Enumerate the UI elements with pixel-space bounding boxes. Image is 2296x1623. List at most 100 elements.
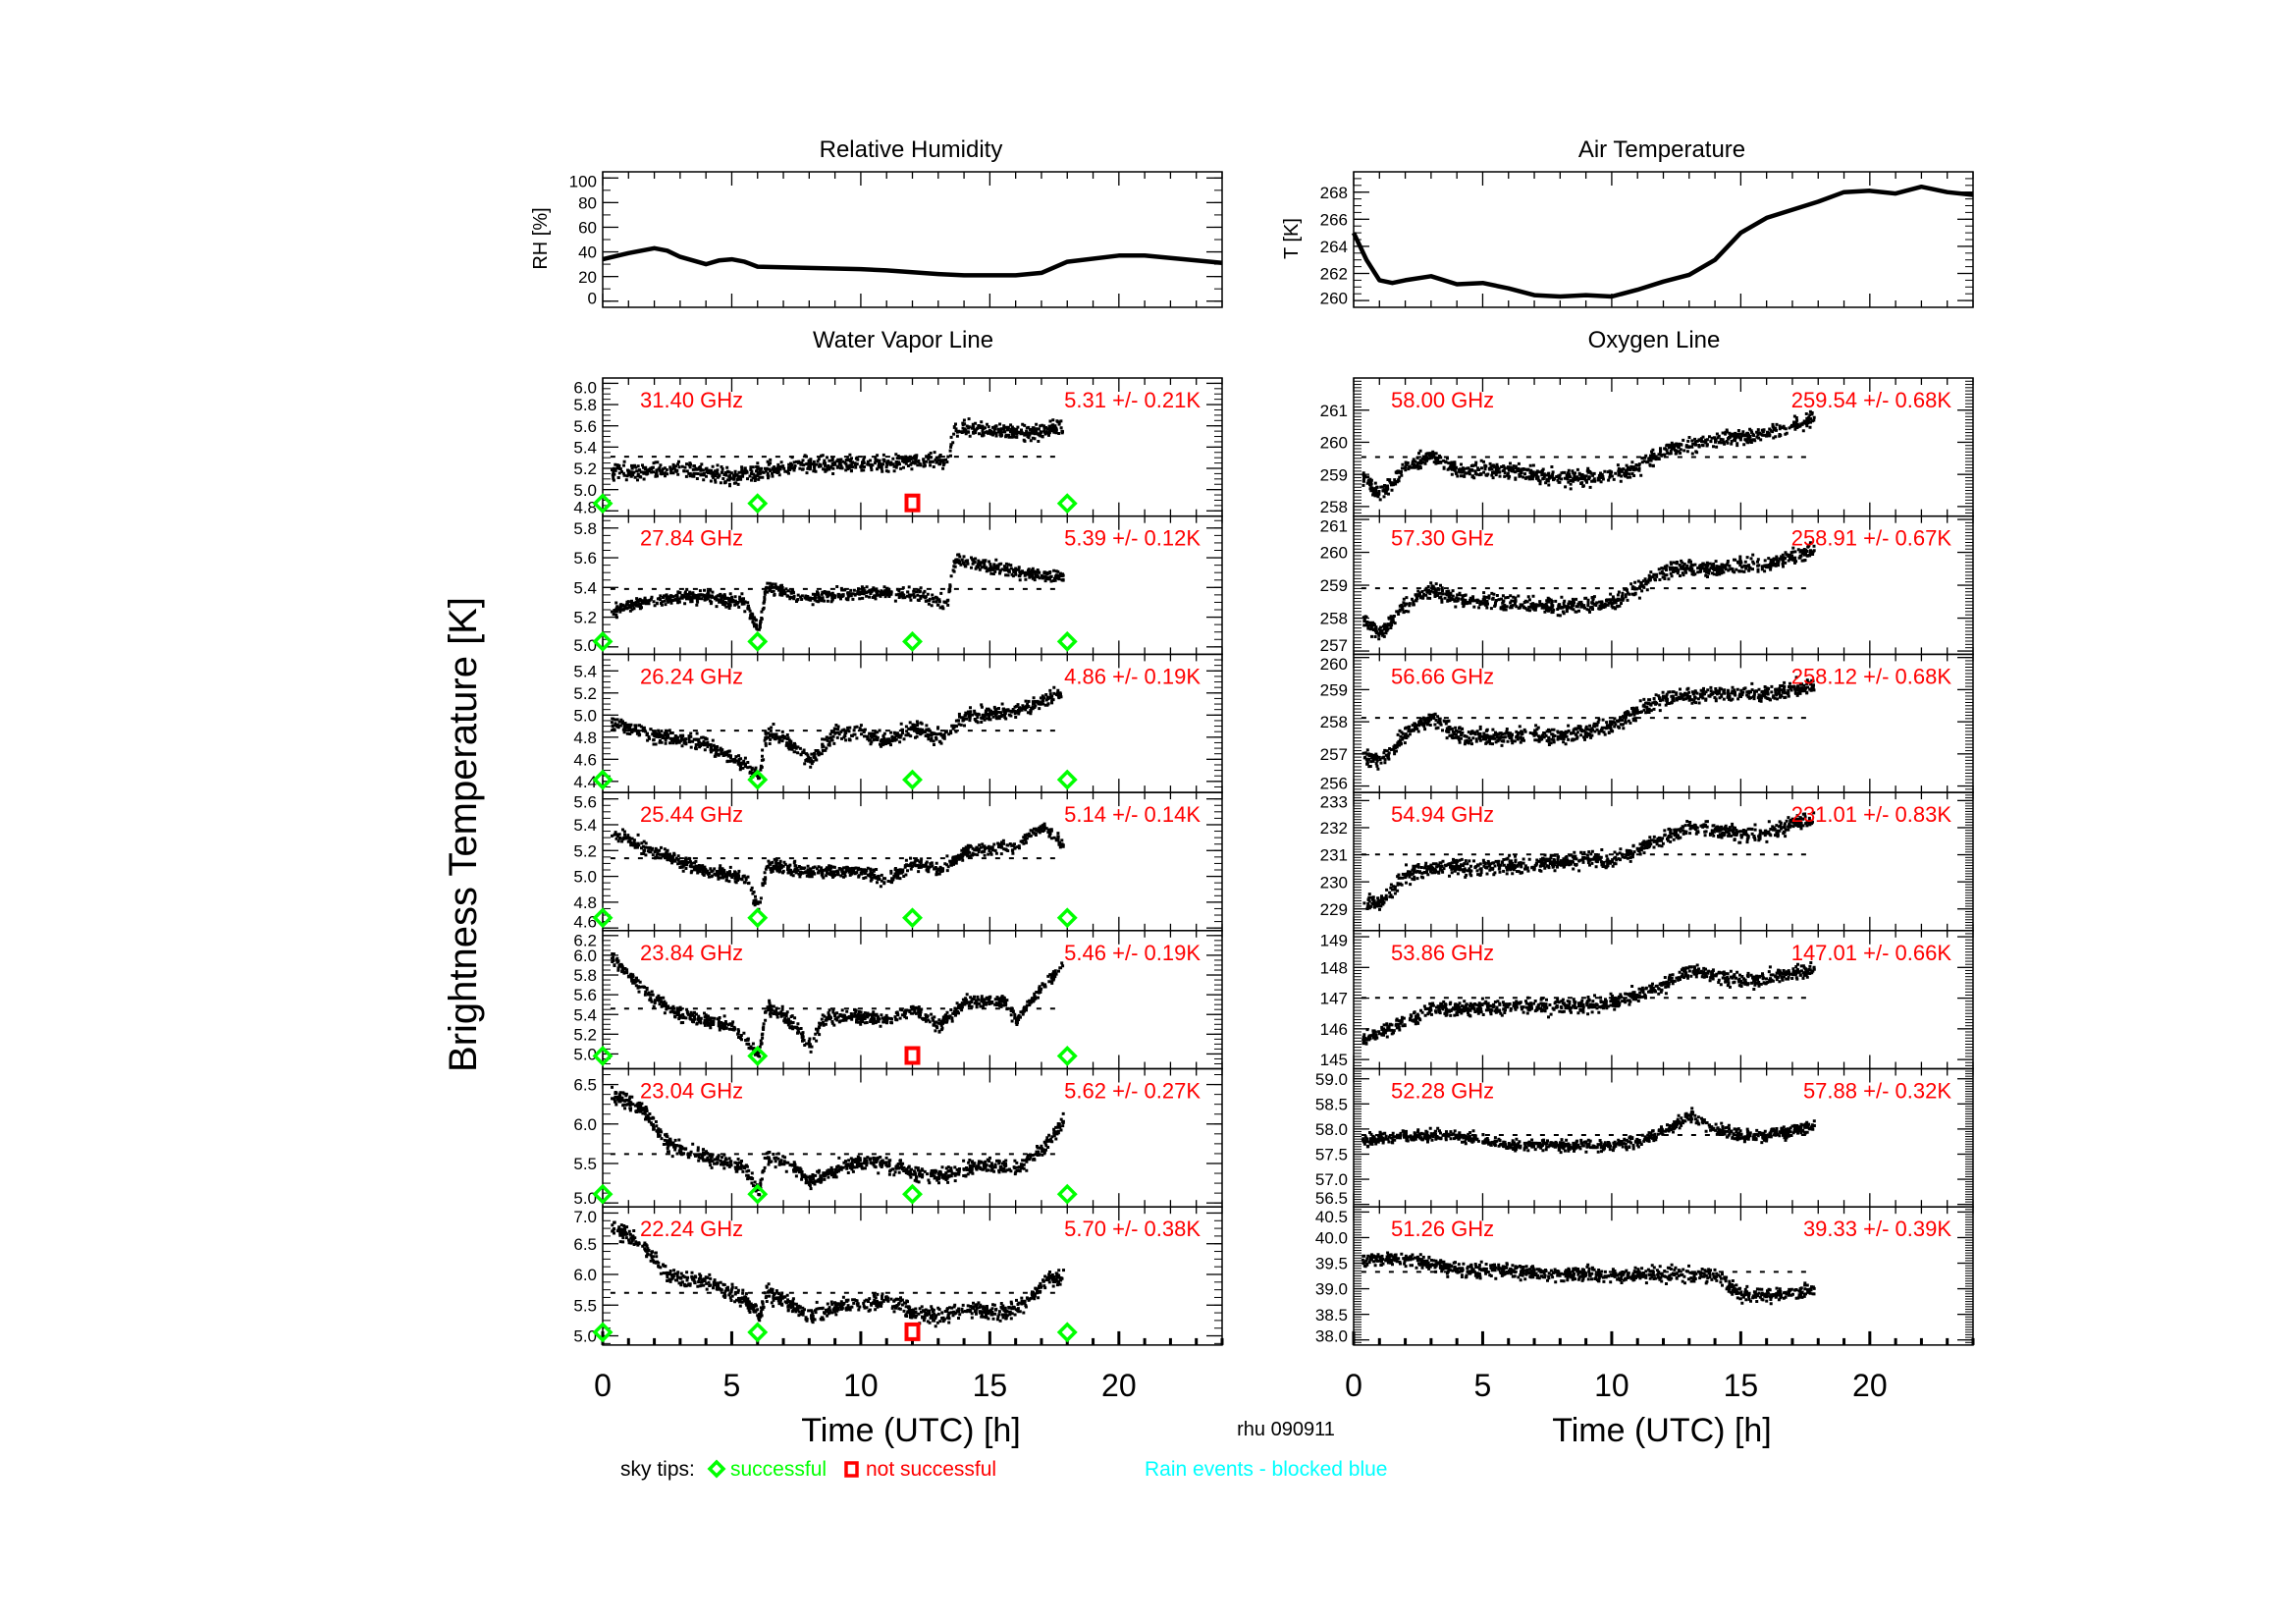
scatter-points xyxy=(1362,811,1816,911)
scatter-points xyxy=(1361,1107,1816,1155)
y-tick-label: 4.6 xyxy=(573,751,597,770)
y-tick-label: 5.8 xyxy=(573,396,597,414)
y-tick-label: 5.5 xyxy=(573,1296,597,1315)
y-tick-label: 5.0 xyxy=(573,1189,597,1208)
mean-stat-label: 5.62 +/- 0.27K xyxy=(1064,1079,1201,1104)
x-tick-label: 0 xyxy=(1345,1368,1362,1403)
x-tick-label: 15 xyxy=(1724,1368,1759,1403)
y-tick-label: 258 xyxy=(1320,713,1348,731)
sky-tip-failed-icon xyxy=(904,1322,921,1341)
y-tick-label: 260 xyxy=(1320,290,1348,308)
scatter-points xyxy=(610,685,1063,781)
sky-tip-successful-icon xyxy=(592,493,614,514)
y-tick-label: 230 xyxy=(1320,873,1348,892)
water-vapor-panel: 4.85.0 5.2 5.4 5.6 5.86.0 31.40 GHz 5.31 +/- 0… xyxy=(573,377,1223,517)
y-tick-label: 148 xyxy=(1320,958,1348,977)
y-tick-label: 40.0 xyxy=(1315,1229,1348,1248)
x-tick-label: 0 xyxy=(594,1368,612,1403)
y-tick-label: 258 xyxy=(1320,498,1348,516)
frequency-label: 25.44 GHz xyxy=(640,802,743,827)
x-tick-label: 10 xyxy=(843,1368,879,1403)
sky-tip-successful-icon xyxy=(592,1046,614,1066)
y-tick-label: 39.0 xyxy=(1315,1280,1348,1299)
scatter-points xyxy=(1362,409,1816,502)
mean-stat-label: 39.33 +/- 0.39K xyxy=(1803,1217,1951,1241)
frequency-label: 51.26 GHz xyxy=(1391,1217,1494,1241)
frequency-label: 23.04 GHz xyxy=(640,1079,743,1104)
sky-tip-failed-icon xyxy=(904,493,921,513)
sky-tip-successful-icon xyxy=(1056,1046,1078,1066)
legend: sky tips: successful not successful Rain… xyxy=(620,1458,1387,1481)
water-vapor-panel: 5.0 5.25.45.65.86.06.2 23.84 GHz 5.46 +/- 0… xyxy=(573,930,1223,1070)
airtemp-panel: 260 262 264 266 268 xyxy=(1320,171,1974,308)
scatter-points xyxy=(611,1220,1065,1328)
sky-tip-successful-icon xyxy=(747,907,769,929)
oxygen-panel: 258 259 260 261 58.00 GHz 259.54 +/- 0.68K xyxy=(1320,377,1974,517)
frequency-label: 27.84 GHz xyxy=(640,526,743,551)
y-tick-label: 38.5 xyxy=(1315,1306,1348,1325)
y-tick-label: 56.5 xyxy=(1315,1189,1348,1208)
y-tick-label: 260 xyxy=(1320,544,1348,563)
rh-title: Relative Humidity xyxy=(820,136,1003,163)
sky-tip-successful-icon xyxy=(1056,630,1078,652)
y-tick-label: 5.2 xyxy=(573,841,597,860)
y-tick-label: 260 xyxy=(1320,434,1348,453)
y-tick-label: 100 xyxy=(569,173,597,191)
y-tick-label: 261 xyxy=(1320,516,1348,535)
sky-tip-successful-icon xyxy=(592,1322,614,1343)
y-tick-label: 6.0 xyxy=(573,1266,597,1284)
oxygen-panel: 38.0 38.5 39.0 39.5 40.0 40.5 51.26 GHz 39.33 +… xyxy=(1315,1206,1975,1346)
mean-stat-label: 147.01 +/- 0.66K xyxy=(1791,941,1952,965)
mean-stat-label: 5.39 +/- 0.12K xyxy=(1064,526,1201,551)
water-vapor-panel: 5.0 5.5 6.0 6.5 7.0 22.24 GHz 5.70 +/- 0.38K xyxy=(573,1206,1224,1346)
airtemp-line xyxy=(1351,184,1974,299)
y-tick-label: 233 xyxy=(1320,793,1348,812)
y-tick-label: 5.0 xyxy=(573,706,597,725)
sky-tip-successful-icon xyxy=(747,1183,769,1205)
legend-not-successful-marker-icon xyxy=(844,1461,859,1478)
water-vapor-panel: 4.4 4.6 4.8 5.0 5.2 5.4 26.24 GHz 4.86 +/- 0.19… xyxy=(573,653,1223,793)
y-tick-label: 80 xyxy=(578,194,597,213)
y-tick-label: 147 xyxy=(1320,990,1348,1008)
y-tick-label: 4.8 xyxy=(573,893,597,912)
y-tick-label: 6.0 xyxy=(573,379,597,398)
oxygen-title: Oxygen Line xyxy=(1588,327,1721,353)
sky-tip-successful-icon xyxy=(747,1322,769,1343)
sky-tip-successful-icon xyxy=(1056,769,1078,790)
sky-tip-successful-icon xyxy=(902,907,923,929)
sky-tip-successful-icon xyxy=(592,769,614,790)
scatter-points xyxy=(611,417,1064,488)
y-tick-label: 5.0 xyxy=(573,868,597,887)
y-tick-label: 5.0 xyxy=(573,481,597,500)
sky-tip-successful-icon xyxy=(902,1183,923,1205)
global-ylabel: Brightness Temperature [K] xyxy=(442,597,485,1072)
y-tick-label: 259 xyxy=(1320,576,1348,595)
y-tick-label: 5.2 xyxy=(573,609,597,627)
y-tick-label: 6.5 xyxy=(573,1235,597,1254)
right-xlabel: Time (UTC) [h] xyxy=(1552,1412,1772,1449)
sky-tip-successful-icon xyxy=(1056,1183,1078,1205)
frequency-label: 56.66 GHz xyxy=(1391,664,1494,688)
plots-group: 0204060801002602622642662684.85.05.25.45… xyxy=(569,171,1975,1346)
rh-line xyxy=(602,245,1223,278)
legend-successful-label: successful xyxy=(730,1458,827,1481)
y-tick-label: 60 xyxy=(578,219,597,238)
y-tick-label: 5.8 xyxy=(573,966,597,985)
footer-id: rhu 090911 xyxy=(1237,1419,1335,1440)
y-tick-label: 6.0 xyxy=(573,1115,597,1134)
x-tick-label: 10 xyxy=(1594,1368,1629,1403)
scatter-points xyxy=(1362,961,1816,1046)
x-tick-label: 20 xyxy=(1101,1368,1137,1403)
frequency-label: 26.24 GHz xyxy=(640,664,743,688)
airtemp-ylabel: T [K] xyxy=(1281,218,1303,259)
y-tick-label: 268 xyxy=(1320,184,1348,202)
frequency-label: 58.00 GHz xyxy=(1391,388,1494,412)
water-vapor-title: Water Vapor Line xyxy=(813,327,993,353)
legend-successful-marker-icon xyxy=(707,1459,726,1479)
frequency-label: 54.94 GHz xyxy=(1391,802,1494,827)
y-tick-label: 232 xyxy=(1320,819,1348,838)
y-tick-label: 149 xyxy=(1320,931,1348,949)
mean-stat-label: 5.46 +/- 0.19K xyxy=(1064,941,1201,965)
scatter-points xyxy=(610,952,1065,1058)
